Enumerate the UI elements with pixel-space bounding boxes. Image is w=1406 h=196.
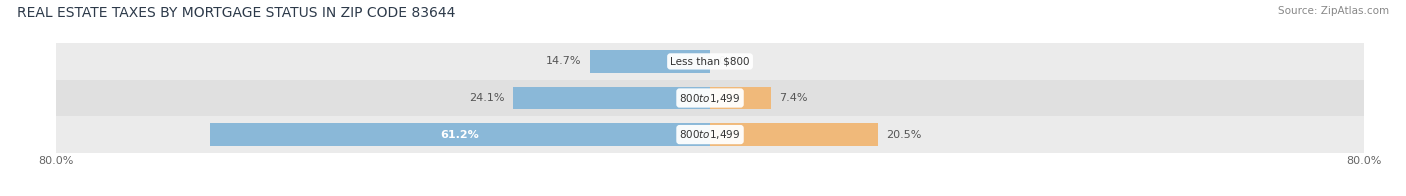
Text: $800 to $1,499: $800 to $1,499 bbox=[679, 128, 741, 141]
Bar bbox=[591, 50, 710, 73]
Text: $800 to $1,499: $800 to $1,499 bbox=[679, 92, 741, 104]
Bar bbox=[710, 123, 877, 146]
Text: 20.5%: 20.5% bbox=[886, 130, 921, 140]
Text: Source: ZipAtlas.com: Source: ZipAtlas.com bbox=[1278, 6, 1389, 16]
Bar bbox=[56, 80, 1364, 116]
Text: 0.0%: 0.0% bbox=[718, 56, 747, 66]
Bar bbox=[56, 43, 1364, 80]
Text: REAL ESTATE TAXES BY MORTGAGE STATUS IN ZIP CODE 83644: REAL ESTATE TAXES BY MORTGAGE STATUS IN … bbox=[17, 6, 456, 20]
Text: 61.2%: 61.2% bbox=[440, 130, 479, 140]
Bar bbox=[513, 87, 710, 109]
Text: 7.4%: 7.4% bbox=[779, 93, 807, 103]
Bar bbox=[710, 87, 770, 109]
Text: 24.1%: 24.1% bbox=[470, 93, 505, 103]
Text: Less than $800: Less than $800 bbox=[671, 56, 749, 66]
Bar bbox=[209, 123, 710, 146]
Text: 14.7%: 14.7% bbox=[546, 56, 582, 66]
Bar bbox=[56, 116, 1364, 153]
